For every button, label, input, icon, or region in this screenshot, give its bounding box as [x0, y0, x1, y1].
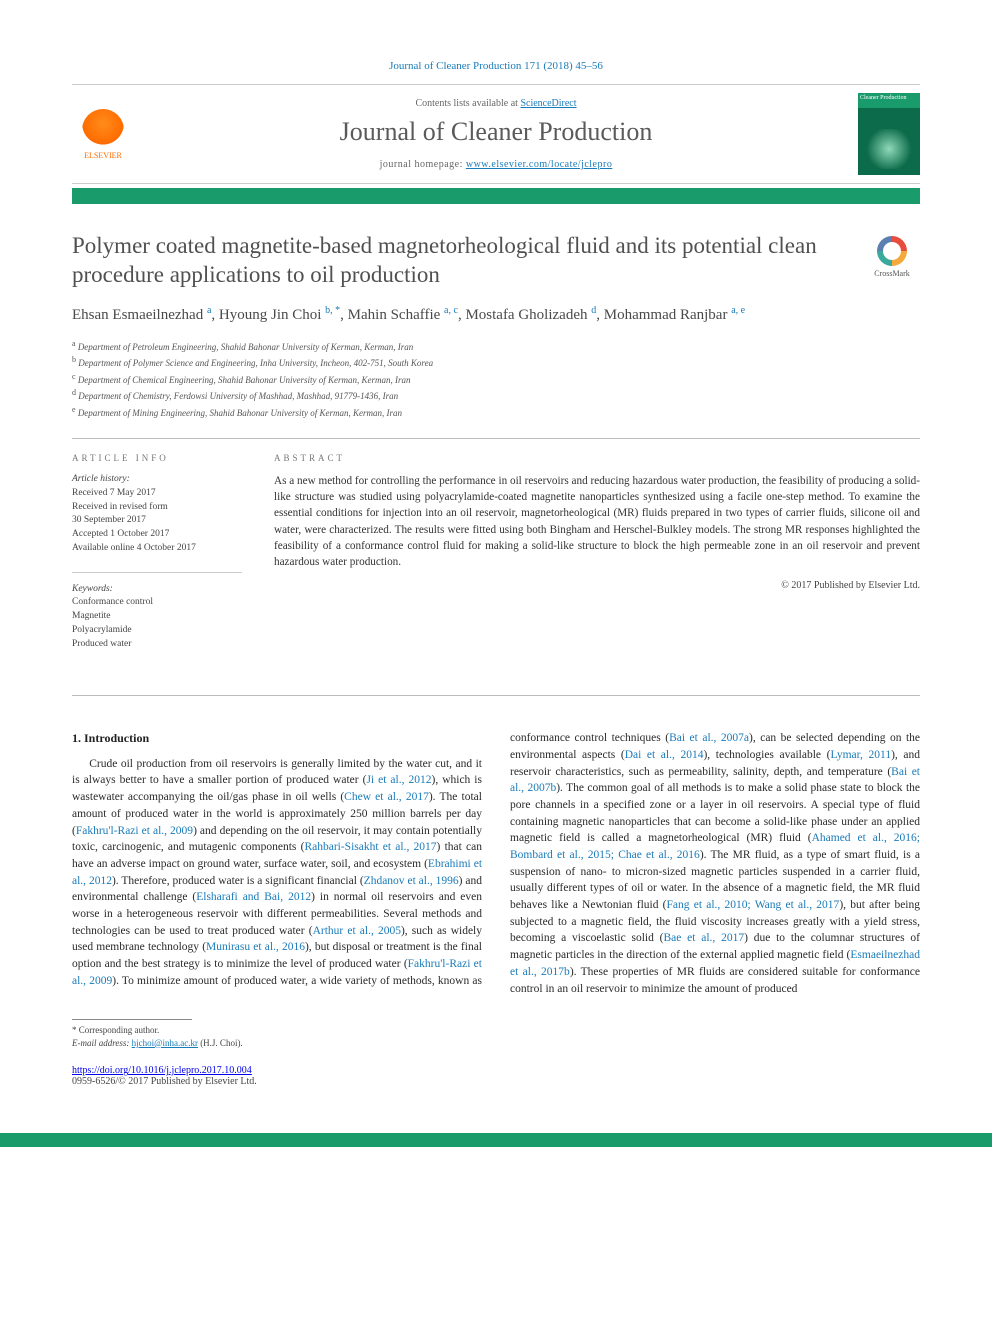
abstract-head: ABSTRACT: [274, 453, 920, 463]
issn-copyright: 0959-6526/© 2017 Published by Elsevier L…: [72, 1076, 920, 1087]
t: ). These properties of MR fluids are con…: [510, 966, 920, 995]
crossmark-icon: [877, 236, 907, 266]
t: water (: [375, 958, 408, 970]
journal-cover-thumb: Cleaner Production: [858, 93, 920, 175]
ref-link[interactable]: Lymar, 2011: [830, 749, 891, 761]
ref-link[interactable]: Bai et al., 2007a: [669, 732, 749, 744]
keywords-block: Keywords: Conformance controlMagnetitePo…: [72, 572, 242, 652]
crossmark-label: CrossMark: [864, 269, 920, 279]
ref-link[interactable]: Chew et al., 2017: [344, 791, 429, 803]
elsevier-logo: ELSEVIER: [72, 100, 134, 168]
ref-link[interactable]: Dai et al., 2014: [625, 749, 704, 761]
authors-line: Ehsan Esmaeilnezhad a, Hyoung Jin Choi b…: [72, 304, 920, 326]
article-info-head: ARTICLE INFO: [72, 453, 242, 463]
ref-link[interactable]: Fakhru'l-Razi et al., 2009: [76, 825, 193, 837]
ref-link[interactable]: Rahbari-Sisakht et al., 2017: [304, 841, 436, 853]
masthead: ELSEVIER Contents lists available at Sci…: [72, 84, 920, 184]
body-two-column: 1. Introduction Crude oil production fro…: [72, 730, 920, 997]
ref-link[interactable]: Elsharafi and Bai, 2012: [196, 891, 311, 903]
footnote-rule: [72, 1019, 192, 1020]
cover-label: Cleaner Production: [860, 95, 907, 101]
history-label: Article history:: [72, 474, 130, 484]
keywords-label: Keywords:: [72, 584, 113, 594]
corr-email-link[interactable]: hjchoi@inha.ac.kr: [132, 1038, 198, 1048]
ref-link[interactable]: Ji et al., 2012: [366, 774, 431, 786]
brand-color-bar-top: [72, 188, 920, 204]
intro-paragraph: Crude oil production from oil reservoirs…: [72, 730, 920, 997]
homepage-link[interactable]: www.elsevier.com/locate/jclepro: [466, 159, 612, 170]
email-label: E-mail address:: [72, 1038, 132, 1048]
ref-link[interactable]: Munirasu et al., 2016: [206, 941, 305, 953]
article-title: Polymer coated magnetite-based magnetorh…: [72, 232, 920, 290]
abstract-copyright: © 2017 Published by Elsevier Ltd.: [274, 580, 920, 591]
home-prefix: journal homepage:: [380, 159, 466, 170]
article-history: Article history: Received 7 May 2017Rece…: [72, 473, 242, 556]
contents-line: Contents lists available at ScienceDirec…: [148, 98, 844, 109]
affiliations: a Department of Petroleum Engineering, S…: [72, 338, 920, 421]
page-footer: https://doi.org/10.1016/j.jclepro.2017.1…: [72, 1065, 920, 1087]
header-citation: Journal of Cleaner Production 171 (2018)…: [72, 60, 920, 72]
contents-prefix: Contents lists available at: [415, 98, 520, 109]
brand-color-bar-bottom: [0, 1133, 992, 1147]
t: ), technologies available (: [703, 749, 830, 761]
rule-above-info: [72, 438, 920, 439]
journal-name: Journal of Cleaner Production: [148, 117, 844, 147]
elsevier-label: ELSEVIER: [84, 151, 122, 160]
ref-link[interactable]: Fang et al., 2010; Wang et al., 2017: [667, 899, 840, 911]
corresponding-author-footnote: * Corresponding author. E-mail address: …: [72, 1024, 920, 1049]
doi-link[interactable]: https://doi.org/10.1016/j.jclepro.2017.1…: [72, 1065, 252, 1076]
rule-below-abstract: [72, 695, 920, 696]
ref-link[interactable]: Bae et al., 2017: [663, 932, 744, 944]
section-1-head: 1. Introduction: [72, 730, 482, 747]
abstract-text: As a new method for controlling the perf…: [274, 473, 920, 570]
corr-label: * Corresponding author.: [72, 1024, 920, 1037]
t: ). Therefore, produced water is a signif…: [112, 875, 364, 887]
crossmark-badge[interactable]: CrossMark: [864, 236, 920, 279]
ref-link[interactable]: Zhdanov et al., 1996: [364, 875, 459, 887]
email-suffix: (H.J. Choi).: [198, 1038, 243, 1048]
article-title-text: Polymer coated magnetite-based magnetorh…: [72, 233, 817, 287]
ref-link[interactable]: Arthur et al., 2005: [313, 925, 401, 937]
sciencedirect-link[interactable]: ScienceDirect: [520, 98, 576, 109]
journal-homepage: journal homepage: www.elsevier.com/locat…: [148, 159, 844, 170]
